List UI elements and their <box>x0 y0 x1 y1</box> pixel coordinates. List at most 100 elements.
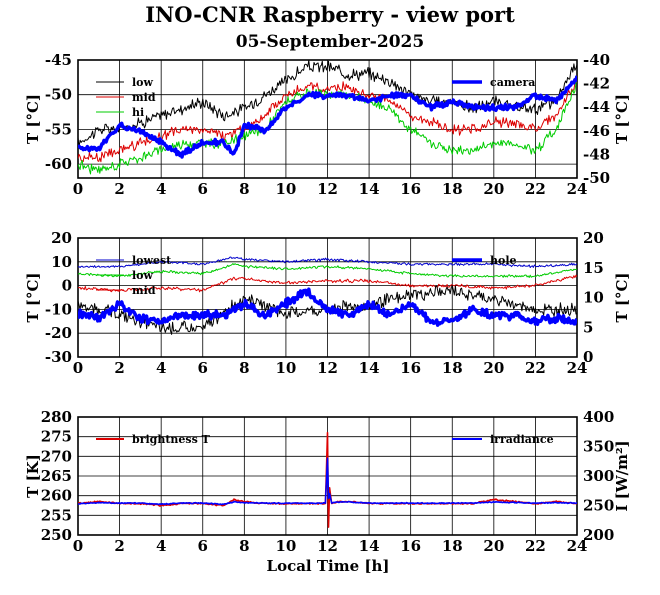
series-line-hi <box>78 285 577 335</box>
x-tick-label: 20 <box>483 537 504 555</box>
x-tick-label: 6 <box>198 537 208 555</box>
y-right-tick-label: -40 <box>583 51 610 69</box>
series-line-camera <box>78 75 577 159</box>
series-line-low <box>78 60 577 148</box>
x-tick-label: 16 <box>400 537 421 555</box>
y-left-tick-label: -45 <box>45 51 72 69</box>
y-left-tick-label: -50 <box>45 86 72 104</box>
y-left-tick-label: 270 <box>41 447 72 465</box>
x-tick-label: 4 <box>156 180 166 198</box>
y-right-axis-label: I [W/m²] <box>613 440 631 511</box>
x-tick-label: 24 <box>567 180 588 198</box>
y-left-axis-label: T [K] <box>24 454 42 498</box>
x-tick-label: 12 <box>317 180 338 198</box>
y-right-tick-label: 350 <box>583 438 614 456</box>
y-left-axis-label: T [°C] <box>24 272 42 322</box>
legend-label: low <box>132 76 154 89</box>
x-tick-label: 2 <box>114 359 124 377</box>
y-right-tick-label: 15 <box>583 259 604 277</box>
plot-frame <box>77 416 578 536</box>
series-line-low <box>78 263 577 278</box>
y-left-tick-label: -60 <box>45 155 72 173</box>
legend-label: lowest <box>132 254 172 267</box>
series-line-brightness-T <box>78 431 577 528</box>
x-tick-label: 0 <box>73 537 83 555</box>
x-tick-label: 24 <box>567 359 588 377</box>
y-left-tick-label: -55 <box>45 120 72 138</box>
y-left-tick-label: 260 <box>41 487 72 505</box>
y-left-tick-label: 10 <box>51 253 72 271</box>
y-left-tick-label: -10 <box>45 300 72 318</box>
x-tick-label: 12 <box>317 359 338 377</box>
x-tick-label: 16 <box>400 180 421 198</box>
y-left-tick-label: 0 <box>62 277 72 295</box>
y-right-tick-label: 10 <box>583 289 604 307</box>
x-tick-label: 14 <box>359 359 380 377</box>
x-tick-label: 10 <box>275 359 296 377</box>
legend-label: camera <box>490 76 535 89</box>
y-right-tick-label: 20 <box>583 229 604 247</box>
x-tick-label: 2 <box>114 537 124 555</box>
x-tick-label: 22 <box>525 180 546 198</box>
y-right-tick-label: 200 <box>583 526 614 544</box>
y-right-tick-label: -42 <box>583 75 610 93</box>
chart-title: INO-CNR Raspberry - view port <box>145 2 515 27</box>
panel-2: 0 2 4 6 8 10 12 14 16 18 20 22 2420100-10-20-3020151… <box>24 229 631 377</box>
y-right-tick-label: 250 <box>583 497 614 515</box>
x-tick-label: 6 <box>198 180 208 198</box>
panel-1: 0 2 4 6 8 10 12 14 16 18 20 22 24-45-50-55-60-40-42-… <box>24 51 631 198</box>
x-tick-label: 6 <box>198 359 208 377</box>
x-tick-label: 10 <box>275 537 296 555</box>
y-right-tick-label: 400 <box>583 408 614 426</box>
x-tick-label: 8 <box>239 537 249 555</box>
chart-date: 05-September-2025 <box>236 32 424 52</box>
x-tick-label: 12 <box>317 537 338 555</box>
legend-label: brightness T <box>132 433 211 446</box>
x-tick-label: 24 <box>567 537 588 555</box>
x-tick-label: 14 <box>359 180 380 198</box>
x-tick-label: 10 <box>275 180 296 198</box>
plot-frame <box>77 59 578 179</box>
x-tick-label: 2 <box>114 180 124 198</box>
panel-3: 0 2 4 6 8 10 12 14 16 18 20 22 242802752702652602552… <box>24 408 631 555</box>
x-tick-label: 16 <box>400 359 421 377</box>
y-left-axis-label: T [°C] <box>24 94 42 144</box>
legend-label: low <box>132 269 154 282</box>
x-tick-label: 20 <box>483 359 504 377</box>
x-tick-label: 4 <box>156 359 166 377</box>
y-left-tick-label: 255 <box>41 506 72 524</box>
y-left-tick-label: -30 <box>45 348 72 366</box>
y-left-tick-label: 250 <box>41 526 72 544</box>
y-right-tick-label: -44 <box>583 98 610 116</box>
x-tick-label: 8 <box>239 359 249 377</box>
series-line-irradiance <box>78 457 577 506</box>
y-left-tick-label: 20 <box>51 229 72 247</box>
x-tick-label: 14 <box>359 537 380 555</box>
y-right-axis-label: T [°C] <box>613 272 631 322</box>
x-tick-label: 18 <box>442 180 463 198</box>
y-left-tick-label: -20 <box>45 324 72 342</box>
x-tick-label: 20 <box>483 180 504 198</box>
x-tick-label: 18 <box>442 359 463 377</box>
series-line-hole <box>78 287 577 327</box>
plot-frame <box>77 237 578 358</box>
x-tick-label: 0 <box>73 359 83 377</box>
y-left-tick-label: 275 <box>41 428 72 446</box>
y-right-tick-label: -48 <box>583 145 610 163</box>
legend-label: mid <box>132 91 156 104</box>
y-right-tick-label: 300 <box>583 467 614 485</box>
y-right-tick-label: 5 <box>583 318 593 336</box>
x-tick-label: 22 <box>525 359 546 377</box>
x-axis-label: Local Time [h] <box>267 557 390 575</box>
legend-label: hole <box>490 254 517 267</box>
y-left-tick-label: 280 <box>41 408 72 426</box>
x-tick-label: 18 <box>442 537 463 555</box>
y-right-tick-label: -46 <box>583 122 610 140</box>
legend-label: hi <box>132 106 144 119</box>
x-tick-label: 4 <box>156 537 166 555</box>
legend-label: irradiance <box>490 433 554 446</box>
legend-label: mid <box>132 284 156 297</box>
x-tick-label: 22 <box>525 537 546 555</box>
